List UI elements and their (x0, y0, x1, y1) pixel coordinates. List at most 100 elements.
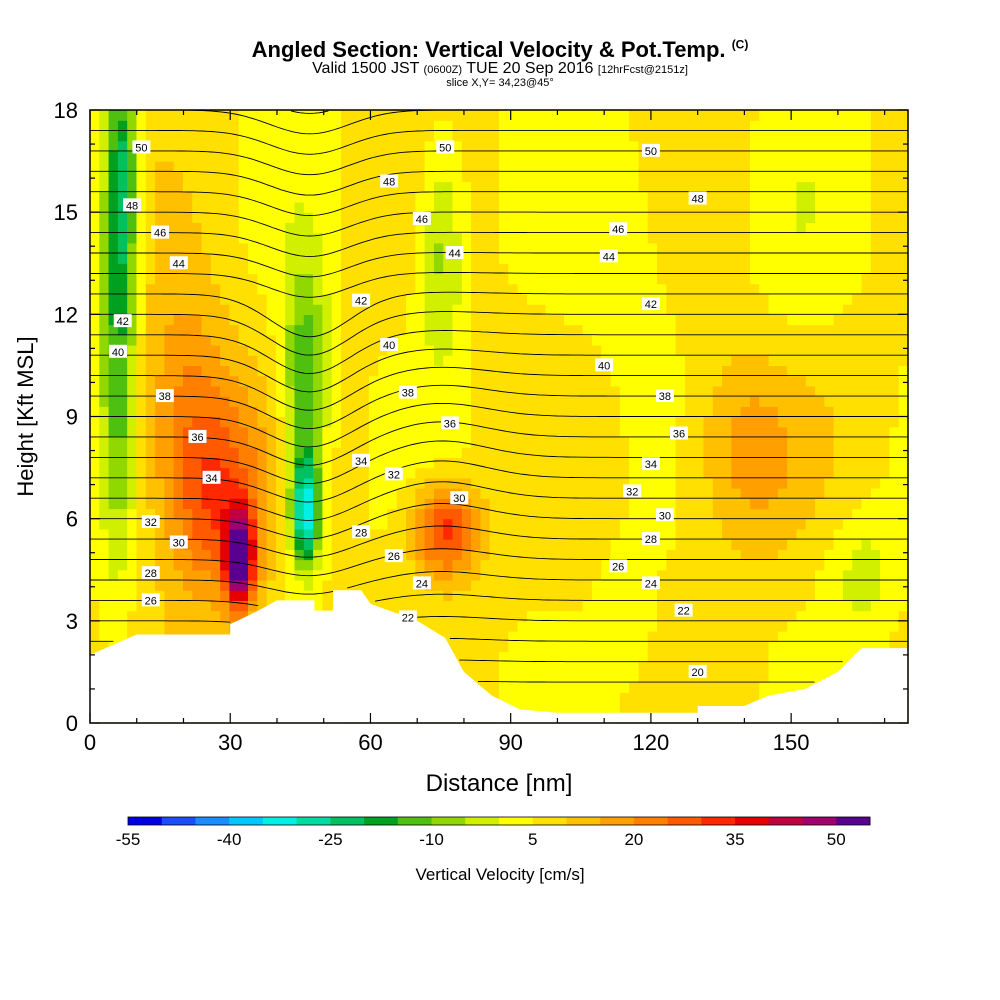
colorbar-frame (127, 816, 871, 826)
subtitle-zulu: (0600Z) (423, 64, 463, 76)
isentrope-line (90, 211, 908, 237)
isentrope-label: 20 (688, 664, 707, 679)
terrain (90, 590, 908, 723)
isentrope-line (90, 402, 908, 448)
isentrope-label: 44 (169, 256, 188, 270)
isentrope-label-text: 20 (692, 667, 704, 679)
isentrope-label: 50 (641, 143, 660, 158)
y-tick-label: 6 (66, 507, 78, 532)
isentrope-line (90, 481, 908, 521)
isentrope-labels: 50 50 50 48 48 48 46 46 46 44 44 44 42 42 42 40 40 40 38 38… (109, 140, 707, 679)
isentrope-label-text: 40 (598, 360, 610, 372)
x-axis: 0 30 60 90 120 150 Distance [nm] (84, 110, 886, 797)
x-tick-label: 30 (218, 730, 242, 755)
isentrope-label-text: 38 (402, 388, 414, 400)
isentrope-line (90, 330, 908, 374)
colorbar-tick-label: -10 (419, 830, 444, 849)
isentrope-line (90, 525, 908, 558)
isentrope-line (90, 421, 908, 466)
isentrope-label: 26 (384, 549, 403, 563)
isentrope-line (90, 440, 908, 485)
isentrope-label: 40 (109, 344, 128, 359)
colorbar-swatch (161, 817, 196, 825)
isentrope-label-text: 50 (135, 142, 147, 154)
x-tick-label: 120 (633, 730, 670, 755)
slice-info: slice X,Y= 34,23@45° (446, 77, 554, 89)
isentrope-label: 50 (132, 140, 151, 154)
isentrope-label-text: 26 (388, 551, 400, 563)
isentrope-line (90, 291, 908, 338)
colorbar-swatch (330, 817, 365, 825)
isentrope-label-text: 30 (453, 493, 465, 505)
isentrope-line (90, 616, 908, 623)
isentrope-label: 38 (398, 385, 417, 400)
colorbar-tick-label: 35 (726, 830, 745, 849)
colorbar-swatch (465, 817, 500, 825)
isentrope-line (90, 272, 908, 298)
chart-title: Angled Section: Vertical Velocity & Pot.… (0, 37, 1000, 63)
colorbar-swatch (532, 817, 567, 825)
isentrope-label-text: 34 (645, 459, 657, 471)
y-tick-label: 18 (54, 98, 78, 123)
y-tick-label: 3 (66, 609, 78, 634)
isentrope-line (90, 638, 908, 642)
isentrope-line (90, 170, 908, 196)
colorbar-swatch (397, 817, 432, 825)
isentrope-label: 34 (352, 453, 371, 468)
isentrope-line (90, 548, 908, 577)
isentrope-label: 38 (155, 389, 174, 403)
isentrope-line (90, 191, 908, 217)
isentrope-label-text: 38 (659, 391, 671, 403)
isentrope-line (290, 110, 329, 114)
isentrope-label-text: 42 (645, 299, 657, 311)
colorbar-swatch (701, 817, 736, 825)
colorbar-tick-label: 20 (624, 830, 643, 849)
y-tick-label: 15 (54, 200, 78, 225)
chart-subtitle: Valid 1500 JST (0600Z) TUE 20 Sep 2016 [… (0, 60, 1000, 78)
isentrope-label: 34 (641, 457, 660, 471)
isentrope-label-text: 48 (126, 200, 138, 212)
isentrope-label-text: 24 (416, 578, 428, 590)
isentrope-label-text: 44 (448, 248, 460, 260)
colorbar-swatch (802, 817, 837, 825)
x-tick-label: 0 (84, 730, 96, 755)
isentrope-label: 22 (674, 603, 693, 618)
isentrope-label: 46 (609, 222, 628, 236)
isentrope-label-text: 48 (692, 194, 704, 206)
colorbar-label: Vertical Velocity [cm/s] (415, 865, 584, 884)
chart-title-main: Angled Section: Vertical Velocity & Pot.… (251, 37, 726, 62)
isentrope-label-text: 36 (444, 418, 456, 430)
isentrope-label-text: 30 (173, 538, 185, 550)
isentrope-label: 48 (123, 198, 142, 212)
colorbar-swatch (836, 817, 871, 825)
isentrope-line (90, 366, 908, 411)
isentrope-label: 26 (141, 593, 160, 607)
isentrope-label: 30 (169, 535, 188, 550)
isentrope-label: 32 (623, 484, 642, 498)
isentrope-label: 48 (380, 174, 399, 189)
isentrope-label: 50 (436, 140, 455, 154)
isentrope-label-text: 40 (383, 340, 395, 352)
isentrope-line (90, 460, 908, 503)
isentrope-label-text: 32 (626, 486, 638, 498)
colorbar-swatch (195, 817, 230, 825)
colorbar-tick-label: 5 (528, 830, 537, 849)
isentrope-label-text: 46 (416, 214, 428, 226)
isentrope-label-text: 40 (112, 347, 124, 359)
isentrope-label-text: 22 (678, 606, 690, 618)
isentrope-label: 30 (655, 508, 674, 522)
isentrope-label: 28 (641, 532, 660, 546)
colorbar-swatch (566, 817, 601, 825)
y-axis-label: Height [Kft MSL] (13, 336, 38, 496)
chart-title-unit: (C) (731, 37, 749, 52)
isentrope-label: 24 (641, 576, 660, 590)
isentrope-label: 42 (352, 293, 371, 308)
isentrope-label: 46 (412, 211, 431, 226)
x-axis-label: Distance [nm] (426, 770, 573, 797)
isentrope-label: 30 (450, 491, 469, 505)
isentrope-line (90, 348, 908, 393)
isentrope-label: 46 (151, 225, 170, 240)
isentrope-label: 26 (609, 559, 628, 573)
isentrope-label: 28 (352, 525, 371, 539)
